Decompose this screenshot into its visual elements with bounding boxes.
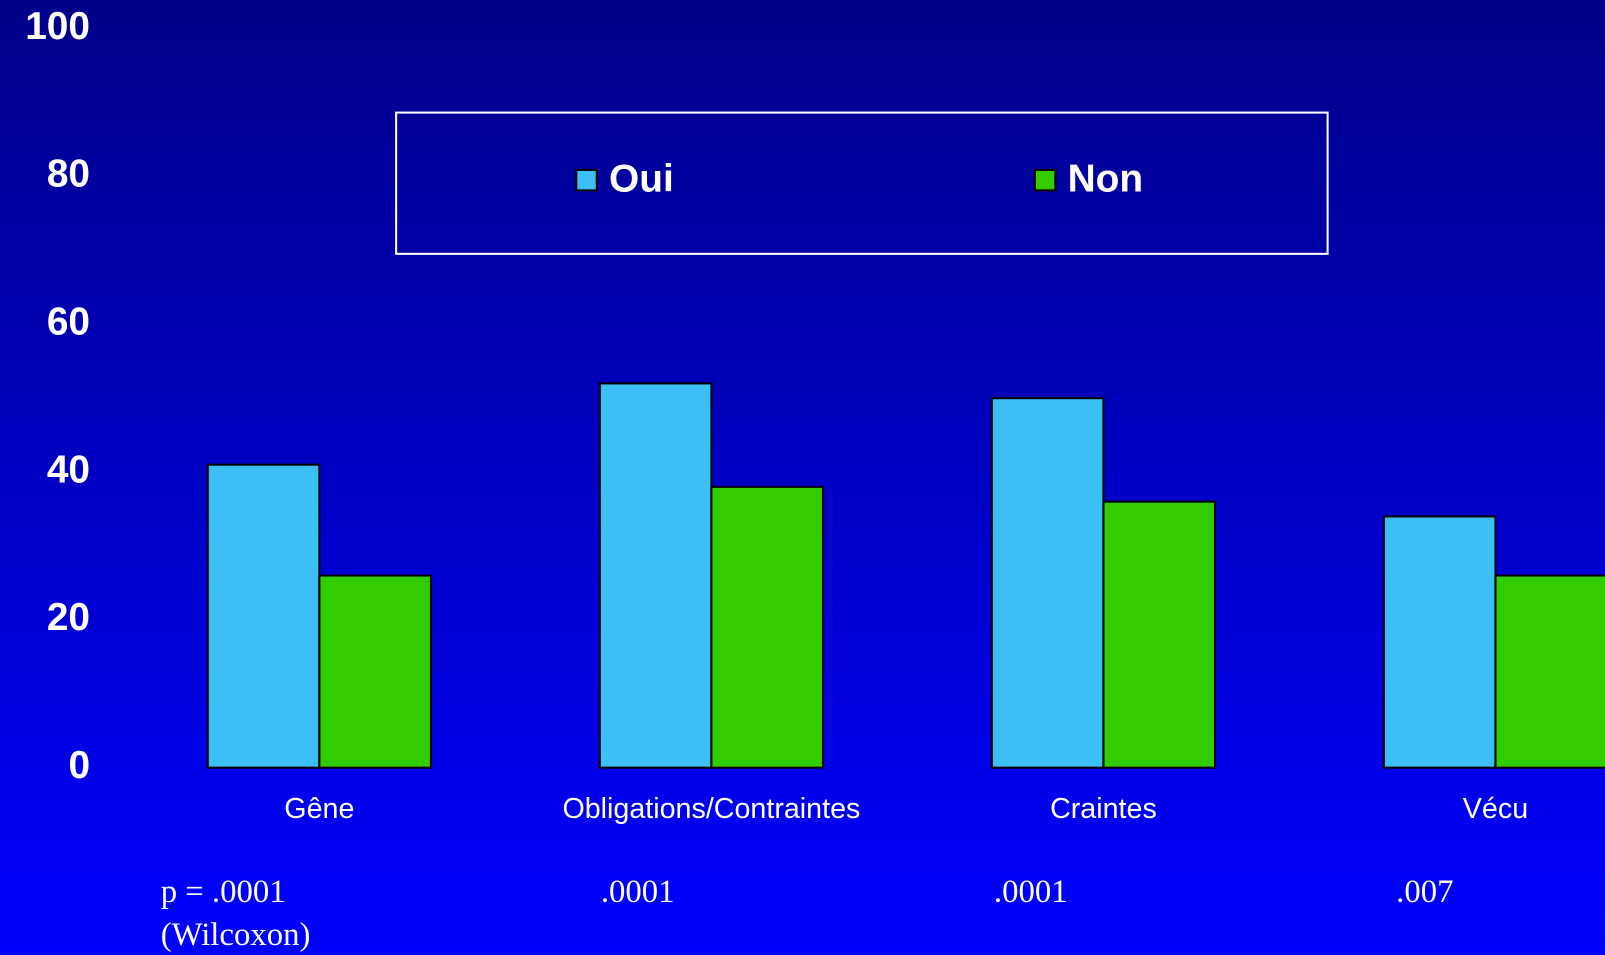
y-tick-label: 0 xyxy=(68,744,90,787)
bar xyxy=(990,397,1105,769)
bar xyxy=(710,485,824,769)
p-value: .007 xyxy=(1396,874,1453,910)
test-note: (Wilcoxon) xyxy=(161,917,311,953)
legend-label: Non xyxy=(1068,157,1144,200)
legend-box xyxy=(395,111,1329,255)
legend-swatch xyxy=(575,168,598,192)
legend-label: Oui xyxy=(609,157,674,200)
y-tick-label: 20 xyxy=(47,596,90,639)
bar xyxy=(1494,574,1605,769)
p-value: p = .0001 xyxy=(161,874,286,910)
legend-swatch xyxy=(1033,168,1057,192)
x-tick-label: Craintes xyxy=(1050,793,1157,825)
bar xyxy=(598,382,713,769)
y-tick-label: 80 xyxy=(47,153,90,196)
p-value: .0001 xyxy=(994,874,1068,910)
x-tick-label: Gêne xyxy=(284,793,354,825)
bar xyxy=(1382,515,1497,769)
bar xyxy=(206,463,321,769)
x-tick-label: Vécu xyxy=(1463,793,1528,825)
y-tick-label: 60 xyxy=(47,301,90,344)
y-tick-label: 40 xyxy=(47,448,90,491)
x-tick-label: Obligations/Contraintes xyxy=(562,793,860,825)
bar xyxy=(318,574,432,769)
y-tick-label: 100 xyxy=(25,5,90,48)
bar xyxy=(1102,500,1217,769)
p-value: .0001 xyxy=(601,874,675,910)
